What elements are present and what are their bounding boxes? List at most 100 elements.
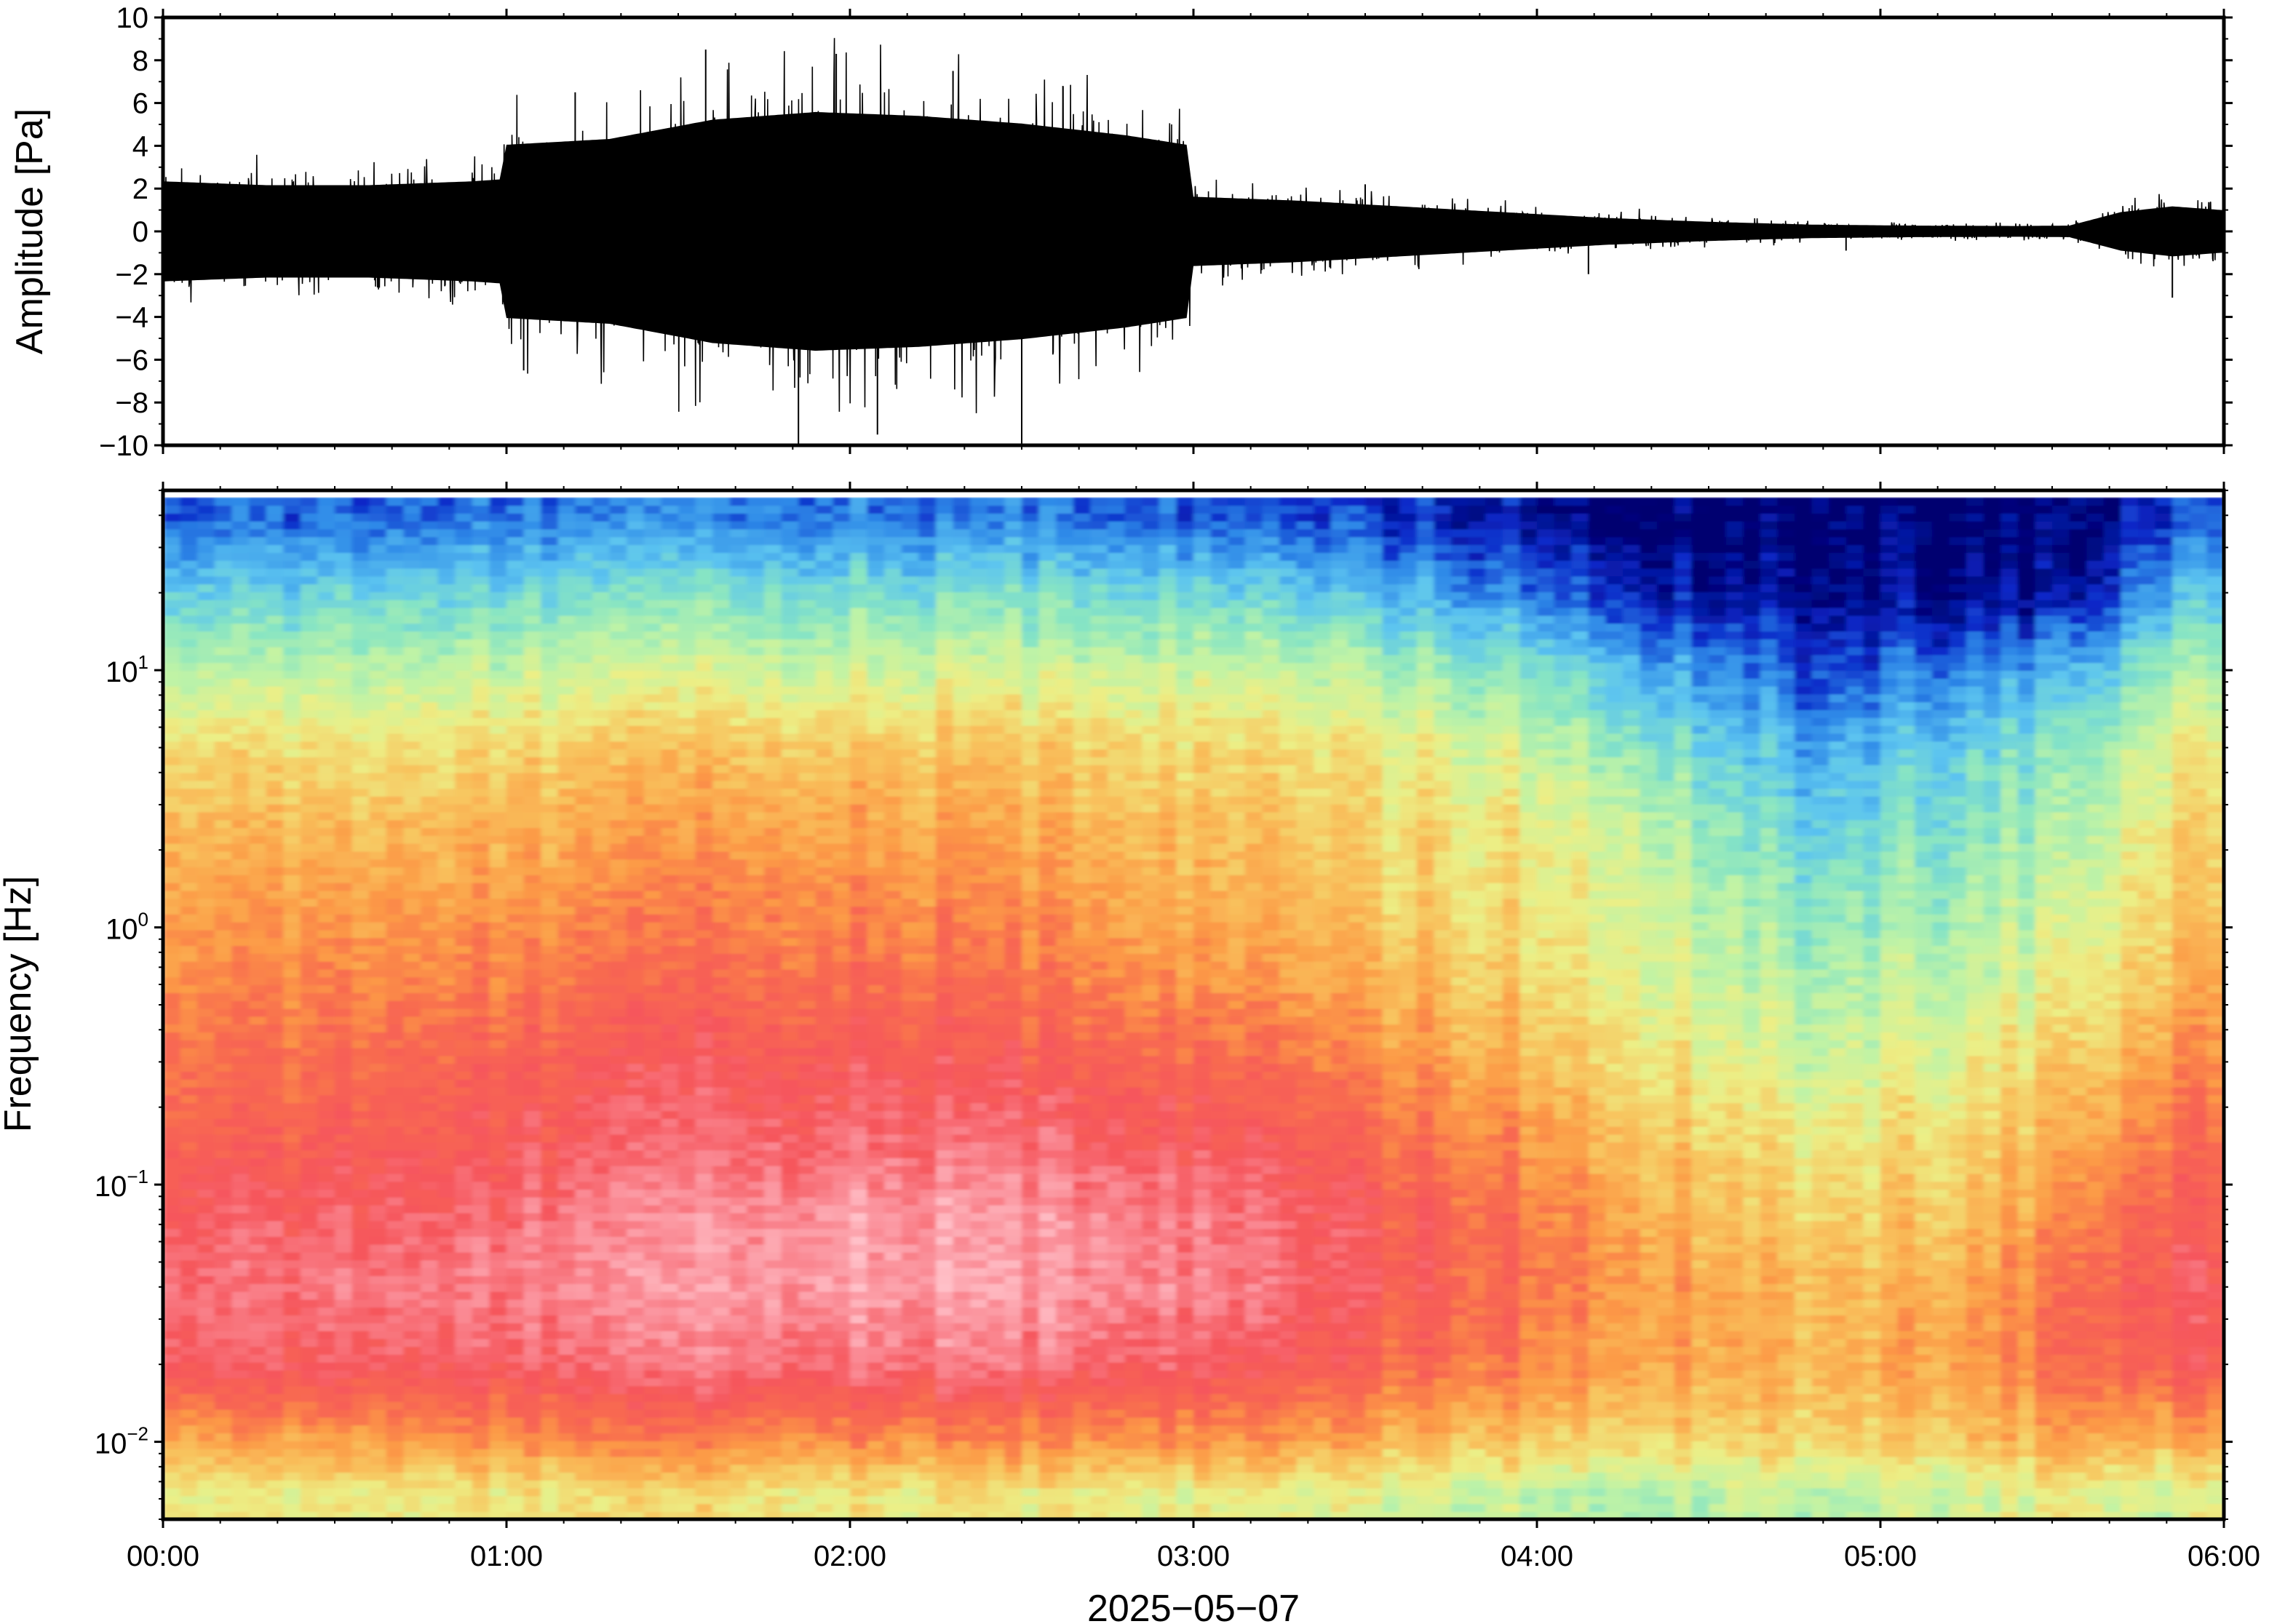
spectrogram-cell [283,646,301,656]
spectrogram-cell [180,867,198,875]
spectrogram-cell [403,1275,421,1284]
spectrogram-cell [300,1220,319,1230]
spectrogram-cell [592,976,611,986]
spectrogram-cell [541,1456,559,1465]
spectrogram-cell [695,898,713,907]
spectrogram-cell [764,1165,782,1174]
spectrogram-cell [231,1251,250,1261]
spectrogram-cell [575,835,593,844]
spectrogram-cell [403,1425,421,1433]
spectrogram-cell [283,929,301,939]
spectrogram-cell [421,1464,439,1473]
spectrogram-cell [489,890,507,899]
spectrogram-cell [283,505,301,514]
spectrogram-cell [592,544,611,553]
spectrogram-cell [541,1464,559,1473]
spectrogram-cell [592,528,611,538]
spectrogram-cell [421,1126,439,1135]
spectrogram-cell [163,937,181,947]
spectrogram-cell [335,1479,353,1489]
spectrogram-cell [163,921,181,931]
spectrogram-cells [163,497,2224,1519]
spectrogram-cell [764,1158,782,1166]
spectrogram-cell [523,528,541,538]
spectrogram-cell [421,1346,439,1355]
spectrogram-cell [506,1361,525,1371]
spectrogram-cell [661,1063,679,1072]
spectrogram-cell [300,764,319,773]
spectrogram-cell [764,984,782,993]
spectrogram-cell [317,1086,335,1096]
spectrogram-cell [317,1251,335,1261]
spectrogram-cell [609,1110,627,1119]
spectrogram-cell [283,1299,301,1308]
spectrogram-cell [592,851,611,860]
spectrogram-cell [661,615,679,624]
spectrogram-cell [712,1401,731,1410]
spectrogram-cell [729,1307,748,1315]
spectrogram-cell [231,560,250,569]
spectrogram-cell [661,1275,679,1284]
spectrogram-cell [557,1086,576,1096]
spectrogram-cell [283,1024,301,1032]
spectrogram-cell [781,803,799,813]
spectrogram-cell [283,1063,301,1072]
spectrogram-cell [163,1354,181,1363]
spectrogram-cell [369,882,387,891]
spectrogram-cell [335,1361,353,1371]
spectrogram-cell [180,976,198,986]
spectrogram-cell [695,1039,713,1048]
spectrogram-cell [421,709,439,718]
spectrogram-cell [283,1479,301,1489]
spectrogram-cell [609,1456,627,1465]
spectrogram-cell [678,1000,696,1009]
spectrogram-cell [627,937,645,947]
spectrogram-cell [523,536,541,546]
spectrogram-cell [283,685,301,695]
spectrogram-cell [472,560,490,569]
spectrogram-cell [523,568,541,577]
spectrogram-cell [197,670,215,679]
spectrogram-cell [317,1189,335,1198]
spectrogram-cell [781,741,799,750]
spectrogram-cell [661,1511,679,1519]
spectrogram-cell [283,1204,301,1214]
spectrogram-cell [335,1150,353,1158]
spectrogram-cell [369,890,387,899]
spectrogram-cell [712,1204,731,1214]
spectrogram-cell [592,741,611,750]
spectrogram-cell [300,1047,319,1056]
spectrogram-cell [197,843,215,852]
spectrogram-cell [695,1142,713,1151]
spectrogram-cell [592,1165,611,1174]
spectrogram-cell [455,1150,473,1158]
spectrogram-cell [317,906,335,915]
spectrogram-cell [575,788,593,797]
spectrogram-cell [335,1251,353,1261]
spectrogram-cell [661,906,679,915]
spectrogram-cell [351,1307,370,1315]
spectrogram-cell [489,1338,507,1348]
spectrogram-cell [163,677,181,687]
spectrogram-cell [455,1197,473,1206]
spectrogram-cell [472,1330,490,1340]
spectrogram-cell [472,1118,490,1127]
spectrogram-cell [695,827,713,836]
spectrogram-cell [627,1479,645,1489]
spectrogram-cell [506,890,525,899]
spectrogram-cell [678,780,696,789]
spectrogram-cell [386,1275,405,1284]
spectrogram-cell [764,1377,782,1387]
spectrogram-cell [386,1354,405,1363]
spectrogram-cell [489,1126,507,1135]
spectrogram-cell [764,662,782,671]
spectrogram-cell [712,1158,731,1166]
spectrogram-cell [627,984,645,993]
spectrogram-cell [523,1369,541,1379]
spectrogram-cell [557,1189,576,1198]
spectrogram-cell [317,992,335,1001]
spectrogram-cell [678,1361,696,1371]
spectrogram-cell [386,835,405,844]
spectrogram-cell [557,505,576,514]
spectrogram-cell [627,685,645,695]
